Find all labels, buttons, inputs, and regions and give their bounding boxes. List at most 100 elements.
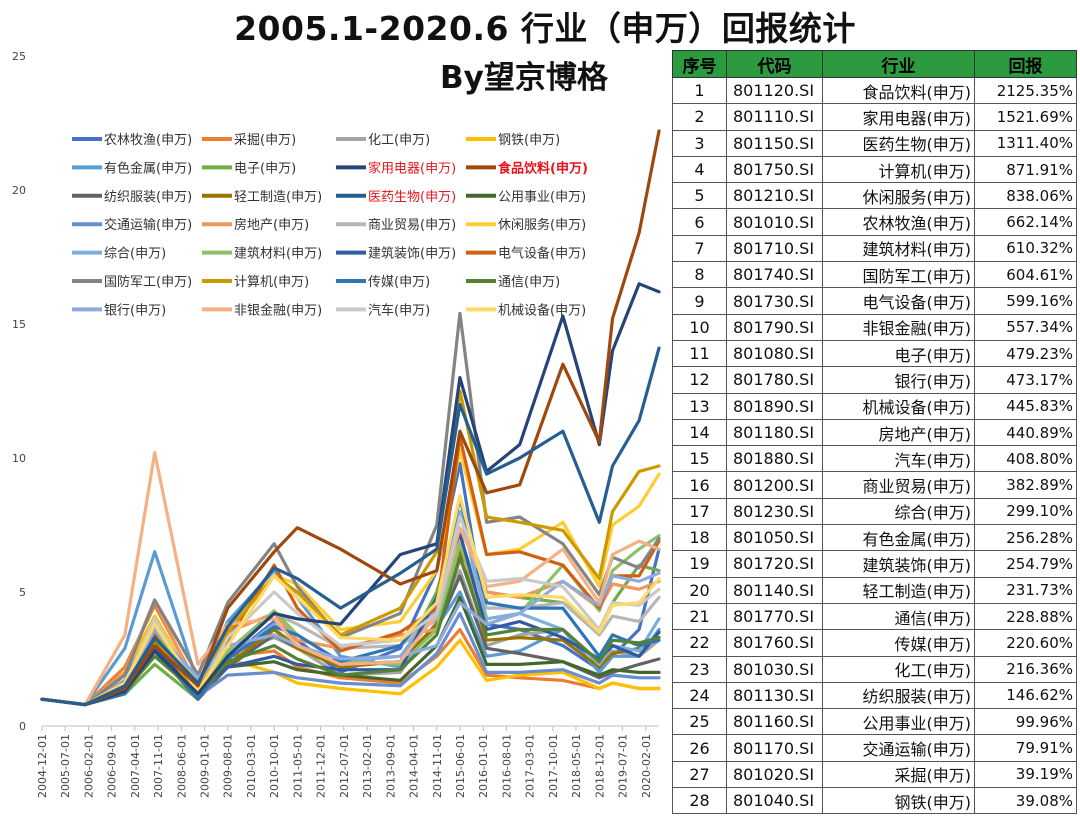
cell-code: 801180.SI: [726, 418, 823, 447]
x-tick-label: 2014-11-01: [431, 734, 444, 798]
x-tick-label: 2010-03-01: [245, 734, 258, 798]
cell-rank: 12: [672, 366, 727, 394]
cell-return: 1521.69%: [974, 103, 1077, 131]
cell-rank: 3: [672, 129, 727, 157]
cell-code: 801780.SI: [726, 366, 823, 394]
y-tick-label: 0: [19, 720, 26, 733]
cell-rank: 22: [672, 629, 727, 657]
returns-table: 序号 代码 行业 回报 1 801120.SI 食品饮料(申万) 2125.35% 2 8…: [672, 50, 1077, 815]
legend-label: 建筑装饰(申万): [368, 246, 456, 262]
cell-rank: 21: [672, 602, 727, 631]
x-tick-label: 2007-04-01: [129, 734, 142, 798]
cell-code: 801130.SI: [726, 681, 823, 710]
series-line-11: [40, 346, 661, 707]
cell-code: 801890.SI: [726, 392, 823, 420]
legend-label: 综合(申万): [104, 247, 166, 262]
y-tick-label: 10: [12, 452, 26, 465]
legend-label: 汽车(申万): [368, 302, 430, 318]
cell-code: 801210.SI: [726, 182, 823, 210]
cell-code: 801880.SI: [726, 445, 823, 473]
table-row: 24 801130.SI 纺织服装(申万) 146.62%: [672, 681, 1077, 710]
cell-return: 473.17%: [974, 366, 1077, 394]
cell-industry: 食品饮料(申万): [822, 76, 975, 105]
cell-industry: 非银金融(申万): [822, 313, 975, 341]
cell-return: 99.96%: [974, 708, 1077, 736]
cell-return: 440.89%: [974, 418, 1077, 447]
cell-code: 801770.SI: [726, 602, 823, 631]
cell-rank: 10: [672, 313, 727, 341]
cell-industry: 机械设备(申万): [822, 392, 975, 420]
cell-code: 801040.SI: [726, 787, 823, 815]
x-tick-label: 2009-01-01: [199, 734, 212, 798]
table-row: 20 801140.SI 轻工制造(申万) 231.73%: [672, 576, 1077, 604]
cell-rank: 11: [672, 339, 727, 368]
cell-code: 801010.SI: [726, 208, 823, 236]
cell-rank: 13: [672, 392, 727, 420]
table-row: 22 801760.SI 传媒(申万) 220.60%: [672, 629, 1077, 657]
legend-label: 房地产(申万): [234, 217, 309, 233]
x-tick-label: 2016-01-01: [477, 734, 490, 798]
cell-industry: 休闲服务(申万): [822, 182, 975, 210]
table-row: 2 801110.SI 家用电器(申万) 1521.69%: [672, 103, 1077, 131]
x-tick-label: 2006-09-01: [106, 734, 119, 798]
cell-rank: 20: [672, 576, 727, 604]
x-tick-label: 2008-06-01: [175, 734, 188, 798]
series-line-4: [40, 614, 661, 707]
table-row: 23 801030.SI 化工(申万) 216.36%: [672, 655, 1077, 683]
cell-return: 228.88%: [974, 602, 1077, 631]
table-row: 6 801010.SI 农林牧渔(申万) 662.14%: [672, 208, 1077, 236]
cell-industry: 综合(申万): [822, 497, 975, 526]
legend-label: 建筑材料(申万): [234, 246, 322, 262]
cell-return: 479.23%: [974, 339, 1077, 368]
cell-return: 408.80%: [974, 445, 1077, 473]
legend-label: 纺织服装(申万): [104, 190, 192, 205]
legend-label: 家用电器(申万): [368, 160, 456, 176]
legend-label: 机械设备(申万): [498, 302, 586, 318]
cell-industry: 通信(申万): [822, 602, 975, 631]
legend-label: 银行(申万): [104, 303, 166, 318]
cell-industry: 汽车(申万): [822, 445, 975, 473]
cell-industry: 家用电器(申万): [822, 103, 975, 131]
table-row: 4 801750.SI 计算机(申万) 871.91%: [672, 155, 1077, 184]
x-tick-label: 2010-10-01: [268, 734, 281, 798]
cell-industry: 电气设备(申万): [822, 287, 975, 315]
cell-code: 801050.SI: [726, 524, 823, 552]
legend-label: 非银金融(申万): [234, 302, 322, 318]
cell-code: 801230.SI: [726, 497, 823, 526]
series-line-26: [40, 451, 661, 707]
cell-rank: 8: [672, 261, 727, 289]
table-row: 19 801720.SI 建筑装饰(申万) 254.79%: [672, 550, 1077, 578]
cell-return: 79.91%: [974, 734, 1077, 762]
series-line-20: [40, 435, 661, 707]
cell-code: 801750.SI: [726, 155, 823, 184]
table-row: 11 801080.SI 电子(申万) 479.23%: [672, 339, 1077, 368]
legend-label: 有色金属(申万): [104, 160, 192, 176]
legend-label: 商业贸易(申万): [368, 218, 456, 233]
cell-return: 256.28%: [974, 524, 1077, 552]
cell-code: 801110.SI: [726, 103, 823, 131]
cell-code: 801760.SI: [726, 629, 823, 657]
y-tick-label: 25: [12, 50, 26, 63]
y-tick-label: 5: [19, 586, 26, 599]
x-tick-label: 2019-07-01: [616, 734, 629, 798]
header-code: 代码: [726, 50, 823, 78]
cell-rank: 28: [672, 787, 727, 815]
cell-return: 871.91%: [974, 155, 1077, 184]
cell-code: 801710.SI: [726, 234, 823, 263]
legend-label: 国防军工(申万): [104, 274, 192, 290]
table-row: 27 801020.SI 采掘(申万) 39.19%: [672, 760, 1077, 789]
cell-code: 801120.SI: [726, 76, 823, 105]
cell-industry: 建筑装饰(申万): [822, 550, 975, 578]
table-row: 8 801740.SI 国防军工(申万) 604.61%: [672, 261, 1077, 289]
series-line-21: [40, 311, 661, 707]
x-tick-label: 2005-07-01: [59, 734, 72, 798]
cell-code: 801170.SI: [726, 734, 823, 762]
cell-industry: 建筑材料(申万): [822, 234, 975, 263]
table-row: 18 801050.SI 有色金属(申万) 256.28%: [672, 524, 1077, 552]
legend-label: 钢铁(申万): [498, 133, 560, 148]
cell-industry: 计算机(申万): [822, 155, 975, 184]
header-return: 回报: [974, 50, 1077, 78]
x-tick-label: 2017-10-01: [547, 734, 560, 798]
cell-rank: 7: [672, 234, 727, 263]
returns-table-container: 序号 代码 行业 回报 1 801120.SI 食品饮料(申万) 2125.35% 2 8…: [672, 50, 1077, 815]
